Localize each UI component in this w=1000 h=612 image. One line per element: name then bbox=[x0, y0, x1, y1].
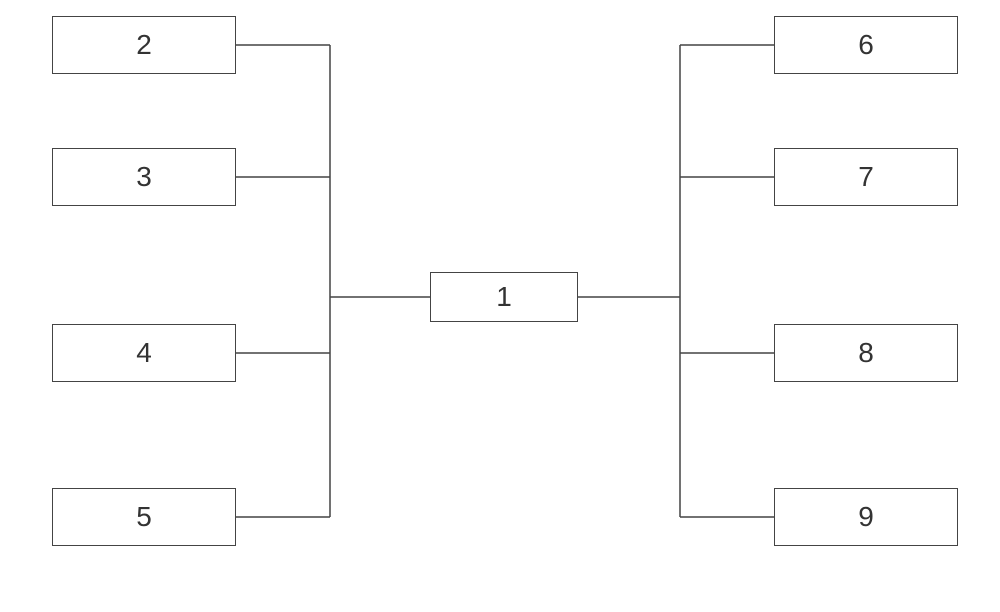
left-label: 3 bbox=[136, 161, 152, 193]
right-box: 7 bbox=[774, 148, 958, 206]
right-label: 9 bbox=[858, 501, 874, 533]
left-label: 4 bbox=[136, 337, 152, 369]
left-box: 3 bbox=[52, 148, 236, 206]
left-box: 2 bbox=[52, 16, 236, 74]
right-box: 8 bbox=[774, 324, 958, 382]
left-label: 2 bbox=[136, 29, 152, 61]
center-box: 1 bbox=[430, 272, 578, 322]
center-label: 1 bbox=[496, 281, 512, 313]
right-box: 6 bbox=[774, 16, 958, 74]
left-box: 5 bbox=[52, 488, 236, 546]
bracket-diagram: 1 2 3 4 5 6 7 8 9 bbox=[0, 0, 1000, 612]
right-label: 6 bbox=[858, 29, 874, 61]
left-label: 5 bbox=[136, 501, 152, 533]
right-box: 9 bbox=[774, 488, 958, 546]
left-box: 4 bbox=[52, 324, 236, 382]
right-label: 8 bbox=[858, 337, 874, 369]
right-label: 7 bbox=[858, 161, 874, 193]
